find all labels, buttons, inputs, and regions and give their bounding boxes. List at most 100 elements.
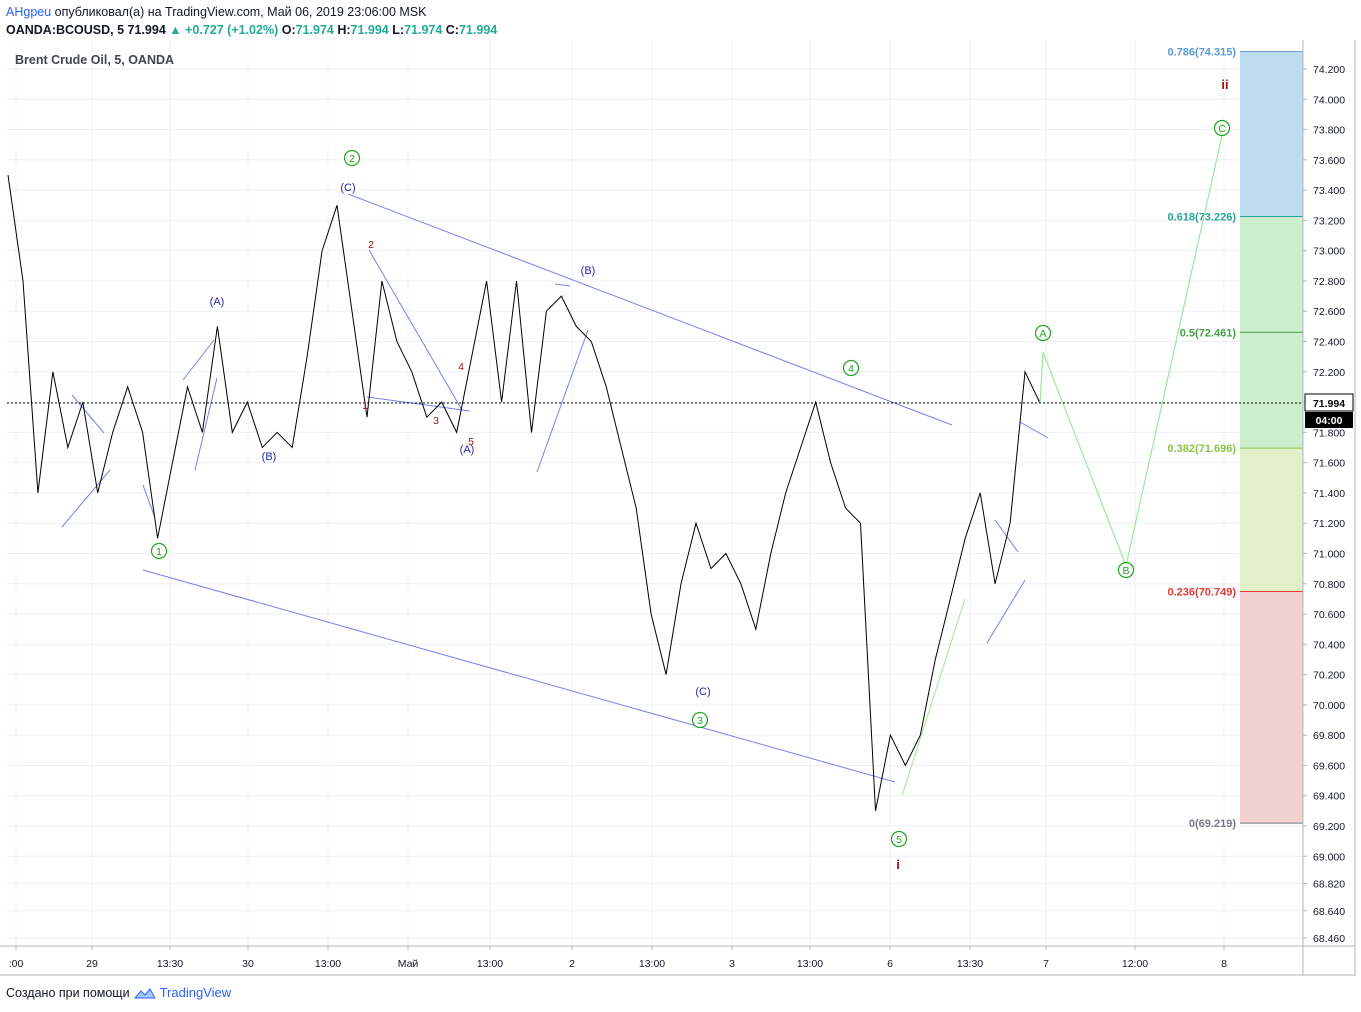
time-tick-label: 8 — [1221, 958, 1227, 970]
price-line — [7, 174, 1041, 811]
price-tick-label: 73.000 — [1313, 246, 1345, 258]
price-tick-label: 73.400 — [1313, 185, 1345, 197]
trendline — [554, 283, 571, 287]
trendline — [142, 569, 896, 783]
time-tick-label: 7 — [1043, 958, 1049, 970]
time-tick-label: 6 — [887, 958, 893, 970]
fib-retracement[interactable]: 0.786(74.315) 0.618(73.226) 0.5(72.461) 0.3… — [1168, 47, 1304, 831]
price-tick-label: 69.000 — [1313, 851, 1345, 863]
wave-circle — [1034, 324, 1052, 342]
wave-circle — [691, 711, 709, 729]
time-tick-label: 30 — [242, 958, 254, 970]
publish-info: опубликовал(а) на TradingView.com, Май 0… — [51, 5, 427, 19]
price-tick-label: 74.000 — [1313, 94, 1345, 106]
time-tick-label: 13:30 — [957, 958, 983, 970]
price-tick-label: 72.800 — [1313, 276, 1345, 288]
price-chart[interactable]: 0.786(74.315) 0.618(73.226) 0.5(72.461) 0.3… — [0, 40, 1361, 976]
tradingview-link[interactable]: TradingView — [159, 985, 232, 1000]
trendline — [182, 339, 215, 381]
chart-area[interactable]: 0.786(74.315) 0.618(73.226) 0.5(72.461) 0.3… — [0, 40, 1361, 976]
price-tick-label: 72.600 — [1313, 306, 1345, 318]
trendline — [368, 249, 463, 411]
trendline — [142, 484, 156, 519]
high-value: 71.994 — [350, 23, 389, 37]
fib-level-label: 0.236(70.749) — [1168, 586, 1237, 598]
close-label: C: — [445, 23, 459, 37]
price-tick-label: 70.400 — [1313, 639, 1345, 651]
price-tick-label: 72.400 — [1313, 337, 1345, 349]
time-tick-label: Май — [398, 958, 419, 970]
countdown-badge-text: 04:00 — [1316, 415, 1343, 427]
time-tick-label: 13:00 — [315, 958, 341, 970]
wave-label-primary: 5 — [896, 834, 902, 846]
current-price-badge — [1304, 393, 1354, 412]
price-tick-label: 69.600 — [1313, 760, 1345, 772]
trendline — [71, 394, 105, 434]
high-label: H: — [337, 23, 351, 37]
time-tick-label: 13:00 — [477, 958, 503, 970]
symbol-label[interactable]: OANDA:BCOUSD, 5 — [6, 23, 125, 37]
price-tick-label: 71.800 — [1313, 427, 1345, 439]
price-tick-label: 70.000 — [1313, 700, 1345, 712]
price-tick-label: 73.600 — [1313, 155, 1345, 167]
price-tick-label: 68.640 — [1313, 906, 1345, 918]
close-value: 71.994 — [458, 23, 498, 37]
wave-label-intermediate: (C) — [340, 182, 355, 194]
low-label: L: — [392, 23, 405, 37]
wave-label-cycle: ii — [1221, 77, 1228, 92]
wave-label-cycle: i — [896, 857, 900, 872]
wave-label-primary: B — [1122, 565, 1129, 577]
trendline — [986, 579, 1026, 644]
wave-label-primary: 1 — [156, 546, 162, 558]
fib-zone — [1240, 332, 1303, 449]
price-tick-label: 73.800 — [1313, 125, 1345, 137]
wave-circle — [343, 149, 361, 167]
price-tick-label: 71.400 — [1313, 488, 1345, 500]
price-tick-label: 70.800 — [1313, 579, 1345, 591]
fib-zone — [1240, 216, 1303, 333]
price-tick-label: 68.460 — [1313, 933, 1345, 945]
price-tick-label: 69.400 — [1313, 791, 1345, 803]
last-price: 71.994 — [127, 23, 166, 37]
wave-label-primary: A — [1039, 328, 1046, 340]
time-axis[interactable]: :00 29 13:30 30 13:00 Май 13:00 2 13:00 3 13:00 6 13… — [0, 945, 1355, 976]
fib-zone — [1240, 448, 1303, 592]
wave-label-minor: 2 — [368, 239, 374, 251]
price-badges: 71.994 04:00 — [1304, 393, 1354, 428]
fib-level-label: 0.5(72.461) — [1180, 327, 1237, 339]
wave-label-intermediate: (A) — [210, 296, 225, 308]
wave-label-intermediate: (B) — [262, 451, 277, 463]
wave-label-primary: C — [1218, 123, 1226, 135]
time-tick-label: 3 — [729, 958, 735, 970]
price-tick-label: 71.600 — [1313, 458, 1345, 470]
trendline — [366, 396, 471, 412]
wave-circle — [890, 830, 908, 848]
trendline — [347, 193, 953, 426]
wave-label-minor: 3 — [433, 415, 439, 427]
price-tick-label: 72.200 — [1313, 367, 1345, 379]
open-label: O: — [281, 23, 296, 37]
chart-title: Brent Crude Oil, 5, OANDA — [15, 53, 174, 67]
price-change: ▲ +0.727 (+1.02%) — [169, 23, 279, 37]
author-link[interactable]: AHgpeu — [6, 5, 52, 19]
trendline — [194, 377, 218, 471]
fib-zone — [1240, 591, 1303, 824]
header-row-ohlc: OANDA:BCOUSD, 5 71.994 ▲ +0.727 (+1.02%)… — [6, 21, 497, 39]
grid-lines — [7, 40, 1303, 946]
wave-circle — [150, 542, 168, 560]
tradingview-cloud-icon — [133, 987, 156, 998]
projection-path[interactable] — [901, 135, 1223, 796]
time-tick-label: 13:00 — [797, 958, 823, 970]
time-tick-label: :00 — [9, 958, 24, 970]
time-tick-label: 12:00 — [1122, 958, 1148, 970]
current-price-badge-text: 71.994 — [1313, 398, 1345, 410]
wave-label-primary: 3 — [697, 715, 703, 727]
wave-label-minor: 5 — [468, 436, 474, 448]
price-axis[interactable]: 74.200 74.000 73.800 73.600 73.400 73.200 73.0… — [1302, 40, 1356, 976]
price-tick-label: 68.820 — [1313, 879, 1345, 891]
open-value: 71.974 — [295, 23, 334, 37]
wave-label-intermediate: (A) — [460, 444, 475, 456]
projection-line — [1039, 135, 1223, 568]
trendlines[interactable] — [61, 193, 1049, 783]
